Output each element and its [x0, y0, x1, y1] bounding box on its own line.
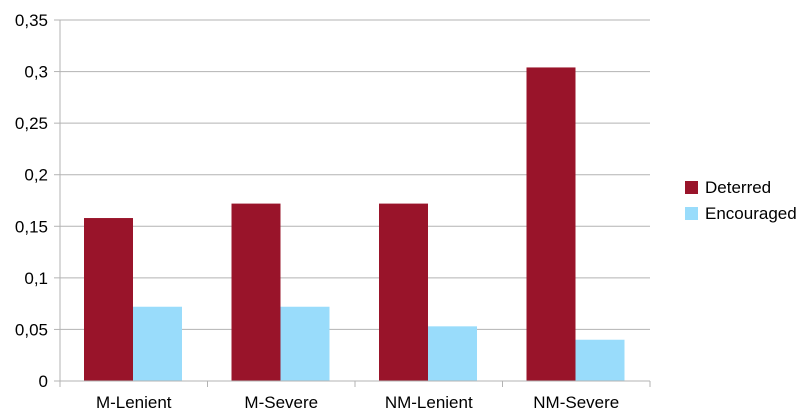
- bar-encouraged-nm-lenient: [428, 326, 477, 381]
- x-axis-labels: M-Lenient M-Severe NM-Lenient NM-Severe: [96, 393, 619, 412]
- x-category-label: M-Lenient: [96, 393, 172, 412]
- x-category-label: NM-Severe: [533, 393, 619, 412]
- bar-encouraged-m-lenient: [133, 306, 182, 381]
- x-category-label: NM-Lenient: [385, 393, 473, 412]
- y-tick-label: 0,15: [15, 217, 48, 236]
- bar-deterred-m-lenient: [84, 218, 133, 381]
- y-tick-label: 0,35: [15, 11, 48, 30]
- bar-encouraged-m-severe: [280, 306, 330, 381]
- legend-swatch-deterred: [685, 181, 698, 194]
- bars: [84, 67, 625, 382]
- bar-deterred-m-severe: [231, 203, 281, 381]
- bar-deterred-nm-severe: [526, 67, 576, 382]
- y-tick-label: 0,3: [24, 63, 48, 82]
- bar-encouraged-nm-severe: [575, 339, 625, 381]
- y-tick-label: 0,1: [24, 269, 48, 288]
- legend-swatch-encouraged: [685, 207, 698, 220]
- y-tick-label: 0,2: [24, 166, 48, 185]
- y-axis-ticks: 0 0,05 0,1 0,15 0,2 0,25 0,3 0,35: [15, 11, 60, 391]
- y-tick-label: 0: [39, 372, 48, 391]
- axes: [59, 20, 651, 387]
- legend-label-encouraged: Encouraged: [705, 204, 797, 223]
- y-tick-label: 0,25: [15, 114, 48, 133]
- bar-deterred-nm-lenient: [379, 203, 428, 381]
- y-tick-label: 0,05: [15, 320, 48, 339]
- x-category-label: M-Severe: [244, 393, 318, 412]
- legend-label-deterred: Deterred: [705, 178, 771, 197]
- legend: Deterred Encouraged: [685, 178, 797, 223]
